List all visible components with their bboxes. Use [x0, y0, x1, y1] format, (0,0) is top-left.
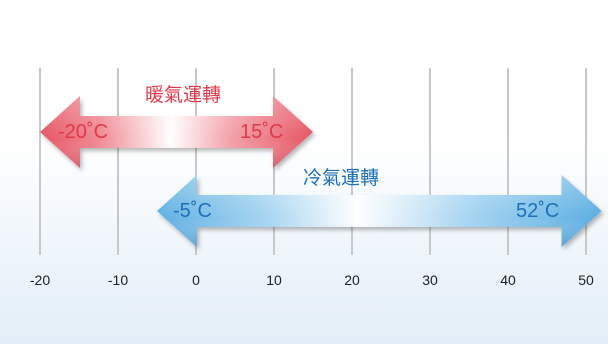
heating-range-title: 暖氣運轉	[145, 84, 222, 106]
tick-label-2: 0	[192, 272, 200, 288]
heating-range-arrow	[40, 96, 313, 168]
cooling-range-arrow	[157, 175, 602, 247]
cooling-max-label: 52˚C	[516, 200, 560, 222]
tick-label-7: 50	[578, 272, 594, 288]
cool-arrow-shading	[157, 175, 602, 247]
tick-label-6: 40	[500, 272, 516, 288]
heating-min-label: -20˚C	[58, 121, 109, 143]
tick-label-0: -20	[29, 272, 51, 288]
tick-label-5: 30	[422, 272, 438, 288]
tick-label-4: 20	[344, 272, 360, 288]
heat-arrow-shading	[40, 96, 313, 168]
tick-label-3: 10	[266, 272, 282, 288]
cooling-min-label: -5˚C	[173, 200, 212, 222]
heating-max-label: 15˚C	[240, 121, 284, 143]
cooling-range-title: 冷氣運轉	[303, 167, 380, 189]
tick-label-1: -10	[107, 272, 129, 288]
